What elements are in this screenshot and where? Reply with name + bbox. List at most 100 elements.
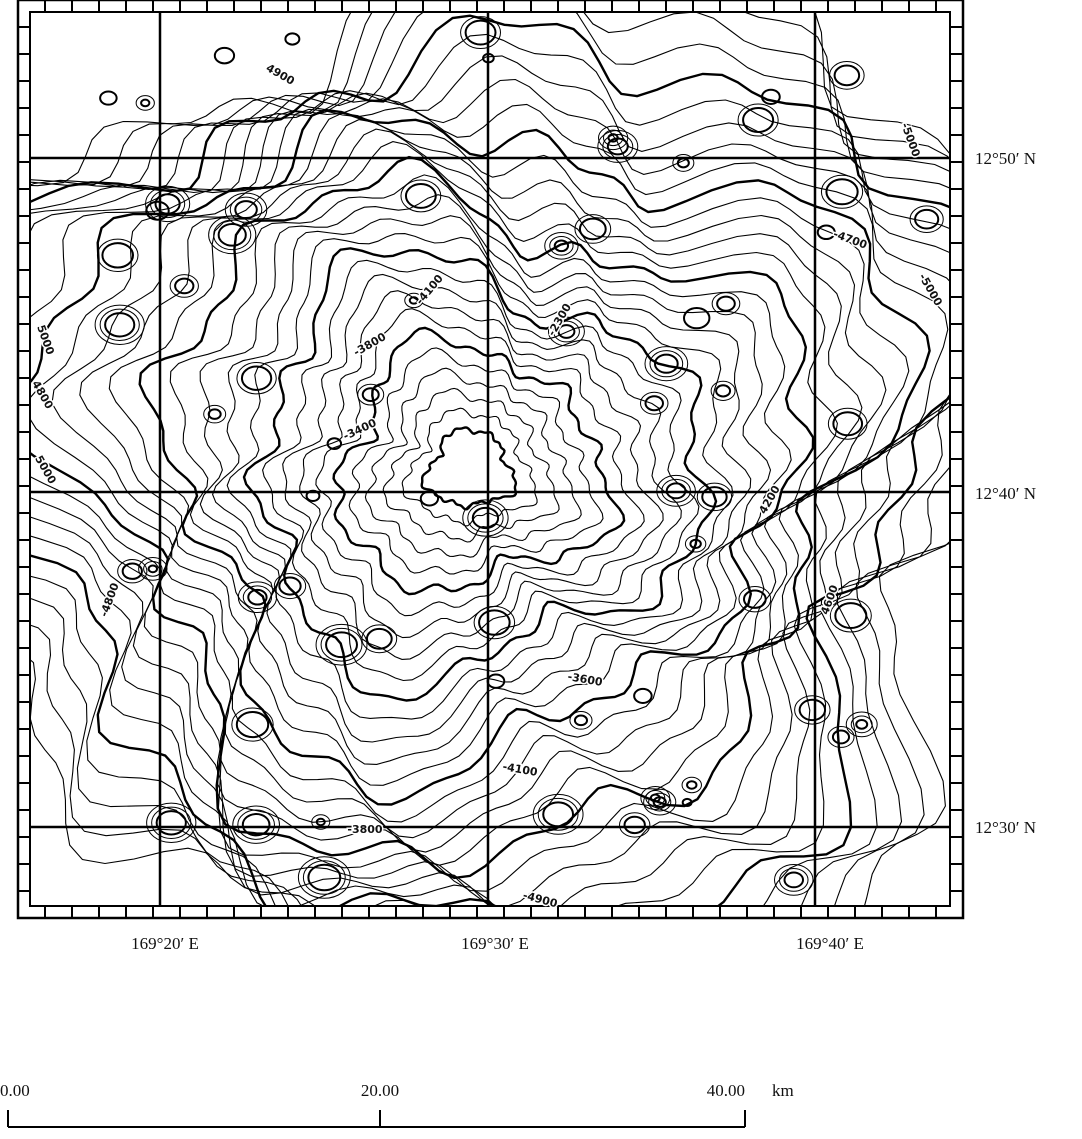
contour: [544, 231, 579, 260]
contour: [783, 871, 805, 889]
contour: [644, 395, 664, 412]
contour: [652, 796, 667, 809]
contour: [684, 535, 707, 553]
contour: [231, 707, 274, 742]
contour: [644, 346, 689, 382]
contour: [831, 729, 851, 745]
contour: [820, 174, 864, 209]
longitude-label: 169°20′ E: [131, 934, 199, 953]
contour: [326, 437, 343, 450]
contour: [827, 407, 868, 440]
graticule: [30, 12, 950, 906]
contour: [914, 208, 940, 230]
contour: [208, 215, 257, 255]
contour: [311, 814, 331, 830]
contour: [247, 588, 268, 606]
contour: [619, 812, 651, 838]
contour: [30, 12, 950, 906]
contour: [737, 103, 779, 137]
contour: [147, 564, 159, 574]
contour: [282, 273, 682, 660]
contour: [549, 235, 574, 256]
contour: [462, 499, 509, 537]
contour: [681, 776, 702, 794]
contour: [553, 239, 570, 253]
contour: [315, 308, 645, 617]
contour: [716, 295, 736, 312]
contour: [121, 562, 143, 580]
contour: [829, 61, 865, 90]
contour: [315, 817, 326, 827]
contour: [302, 860, 346, 895]
contour: [365, 627, 393, 650]
scale-unit: km: [772, 1081, 794, 1100]
contour: [155, 810, 187, 836]
contour: [226, 233, 734, 720]
contour: [203, 404, 227, 424]
contour: [683, 306, 711, 330]
longitude-label: 169°30′ E: [461, 934, 529, 953]
contour: [30, 103, 949, 892]
contour: [845, 711, 878, 738]
contour: [30, 12, 950, 906]
contour: [672, 154, 695, 172]
contour-label: -3800: [347, 823, 383, 836]
contour: [284, 32, 301, 46]
contour: [229, 196, 263, 223]
contour: [262, 259, 700, 682]
contour: [478, 609, 511, 636]
contour: [235, 711, 270, 739]
contour: [834, 602, 868, 629]
contour: [742, 106, 775, 134]
contour: [404, 292, 424, 309]
contour: [798, 698, 827, 722]
contour: [681, 797, 693, 808]
contour: [794, 695, 831, 725]
contour: [315, 623, 368, 666]
contour: [361, 387, 380, 402]
contour: [715, 384, 732, 398]
contour: [169, 274, 199, 298]
contour: [79, 128, 863, 839]
contour: [320, 627, 363, 662]
contour: [108, 141, 838, 823]
contour: [537, 797, 579, 831]
contour-lines: [30, 12, 950, 906]
contour: [420, 426, 518, 511]
contour: [135, 95, 155, 111]
contour: [278, 576, 302, 596]
contour: [649, 350, 684, 378]
contour: [738, 585, 772, 613]
contour: [850, 715, 873, 734]
contour: [761, 88, 781, 105]
contour: [213, 219, 252, 251]
contour: [51, 119, 887, 853]
contour: [297, 856, 351, 899]
contour: [598, 125, 629, 151]
contour: [143, 561, 163, 577]
latitude-label: 12°40′ N: [975, 484, 1036, 503]
contour: [827, 726, 855, 748]
contour: [569, 710, 593, 730]
contour: [146, 802, 197, 844]
contour: [207, 408, 222, 420]
contour: [404, 183, 437, 209]
contour: [273, 572, 307, 600]
contour: [96, 238, 139, 273]
contour: [174, 277, 195, 295]
contour: [30, 33, 950, 906]
contour: [653, 353, 679, 374]
contour: [138, 557, 168, 581]
contour: [640, 391, 669, 415]
contour: [299, 290, 664, 639]
contour: [357, 383, 385, 406]
contour: [832, 411, 864, 437]
contour: [696, 482, 733, 512]
contour: [607, 133, 619, 143]
contour: [234, 200, 258, 220]
contour: [232, 805, 280, 844]
contour: [400, 179, 442, 213]
frame-ticks: [18, 0, 963, 918]
contour: [145, 200, 170, 221]
contour: [742, 589, 767, 609]
